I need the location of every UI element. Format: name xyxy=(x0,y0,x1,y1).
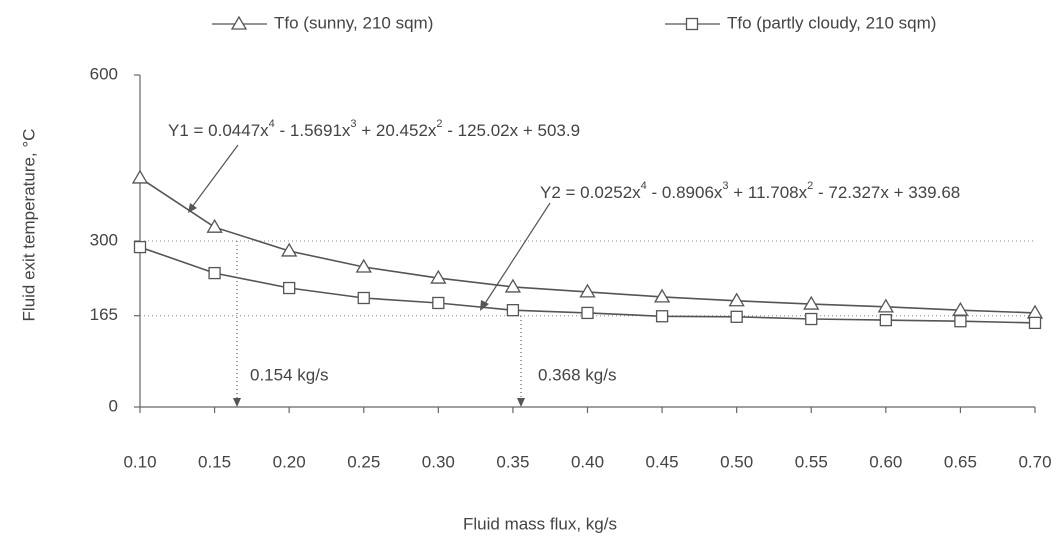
y-tick-label: 165 xyxy=(90,305,118,324)
x-axis-label: Fluid mass flux, kg/s xyxy=(463,514,617,533)
legend-marker xyxy=(685,17,699,31)
arrow-head xyxy=(517,398,525,407)
y-tick-label: 0 xyxy=(109,396,118,415)
arrow-head xyxy=(233,398,241,407)
marker xyxy=(206,218,223,233)
marker xyxy=(208,266,221,280)
x-tick-label: 0.20 xyxy=(273,452,306,471)
equation-part: Y1 = 0.0447x xyxy=(168,121,269,140)
marker xyxy=(506,304,520,317)
annotation: 0.154 kg/s xyxy=(250,365,328,384)
legend-label: Tfo (sunny, 210 sqm) xyxy=(274,13,433,32)
equation-part: + 20.452x xyxy=(357,121,437,140)
superscript: 4 xyxy=(269,118,275,130)
marker xyxy=(1028,316,1042,330)
x-tick-label: 0.30 xyxy=(422,452,455,471)
marker xyxy=(879,313,892,327)
x-tick-label: 0.65 xyxy=(944,452,977,471)
annotation: 0.368 kg/s xyxy=(538,365,616,384)
equation-part: - 0.8906x xyxy=(647,183,723,202)
superscript: 3 xyxy=(350,118,356,130)
x-tick-label: 0.15 xyxy=(198,452,231,471)
arrow-head xyxy=(480,300,489,311)
marker xyxy=(355,258,372,273)
marker xyxy=(504,278,522,293)
marker xyxy=(952,301,969,316)
x-tick-label: 0.70 xyxy=(1018,452,1051,471)
marker xyxy=(805,312,818,326)
x-tick-label: 0.10 xyxy=(123,452,156,471)
x-tick-label: 0.35 xyxy=(496,452,529,471)
annotation-arrow xyxy=(191,144,239,208)
y-axis-label: Fluid exit temperature, °C xyxy=(19,129,38,322)
marker xyxy=(653,288,671,303)
equation-part: - 125.02x + 503.9 xyxy=(443,121,581,140)
legend-marker xyxy=(230,15,248,30)
equation: Y1 = 0.0447x4 - 1.5691x3 + 20.452x2 - 12… xyxy=(168,118,580,141)
marker xyxy=(655,310,669,323)
superscript: 4 xyxy=(641,180,647,192)
x-tick-label: 0.60 xyxy=(869,452,902,471)
marker xyxy=(131,169,149,184)
marker xyxy=(357,291,370,305)
equation-part: - 72.327x + 339.68 xyxy=(813,183,960,202)
marker xyxy=(432,296,445,310)
superscript: 2 xyxy=(436,118,442,130)
legend-label: Tfo (partly cloudy, 210 sqm) xyxy=(727,13,936,32)
x-tick-label: 0.25 xyxy=(347,452,380,471)
x-tick-label: 0.55 xyxy=(795,452,828,471)
marker xyxy=(954,315,967,328)
marker xyxy=(283,281,296,295)
marker xyxy=(728,292,745,307)
equation-part: + 11.708x xyxy=(729,183,808,202)
equation-part: Y2 = 0.0252x xyxy=(540,183,641,202)
equation: Y2 = 0.0252x4 - 0.8906x3 + 11.708x2 - 72… xyxy=(540,180,960,203)
arrow-head xyxy=(188,203,197,213)
x-tick-label: 0.40 xyxy=(571,452,604,471)
marker xyxy=(430,269,447,284)
y-tick-label: 300 xyxy=(90,230,118,249)
x-tick-label: 0.45 xyxy=(646,452,679,471)
marker xyxy=(730,310,743,323)
equation-part: - 1.5691x xyxy=(275,121,351,140)
marker xyxy=(803,295,820,310)
superscript: 3 xyxy=(722,180,728,192)
superscript: 2 xyxy=(807,180,813,192)
marker xyxy=(877,298,894,313)
marker xyxy=(581,306,594,320)
marker xyxy=(281,242,298,257)
marker xyxy=(579,283,596,298)
x-tick-label: 0.50 xyxy=(720,452,753,471)
annotation-arrow xyxy=(483,202,551,306)
y-tick-label: 600 xyxy=(90,64,118,83)
marker xyxy=(133,240,147,254)
